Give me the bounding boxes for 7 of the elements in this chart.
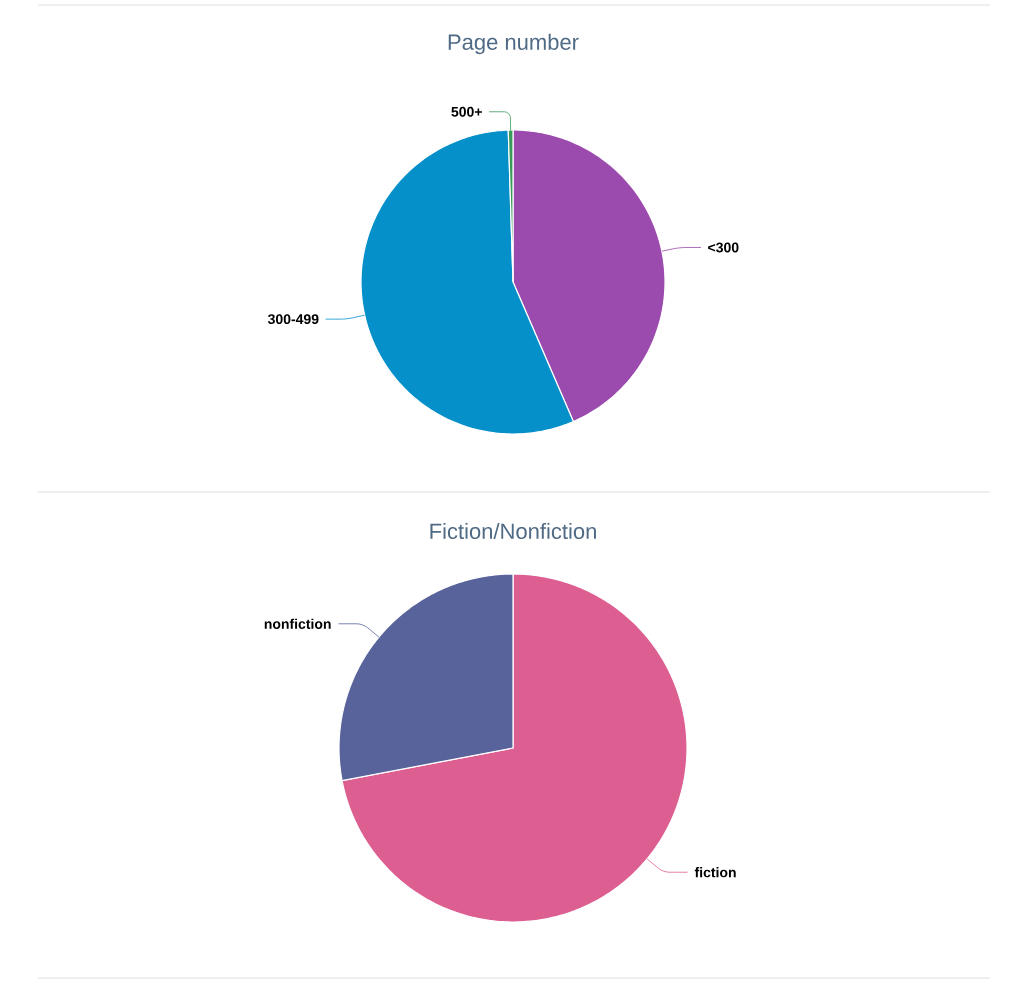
slice-label: 500+ [451, 106, 482, 117]
chart-title: Fiction/Nonfiction [430, 522, 596, 540]
slice-label: <300 [708, 242, 739, 253]
slice-label: nonfiction [264, 618, 331, 629]
slice-label: fiction [694, 867, 736, 878]
chart-title: Page number [448, 33, 579, 55]
slice-label: 300-499 [267, 314, 319, 325]
